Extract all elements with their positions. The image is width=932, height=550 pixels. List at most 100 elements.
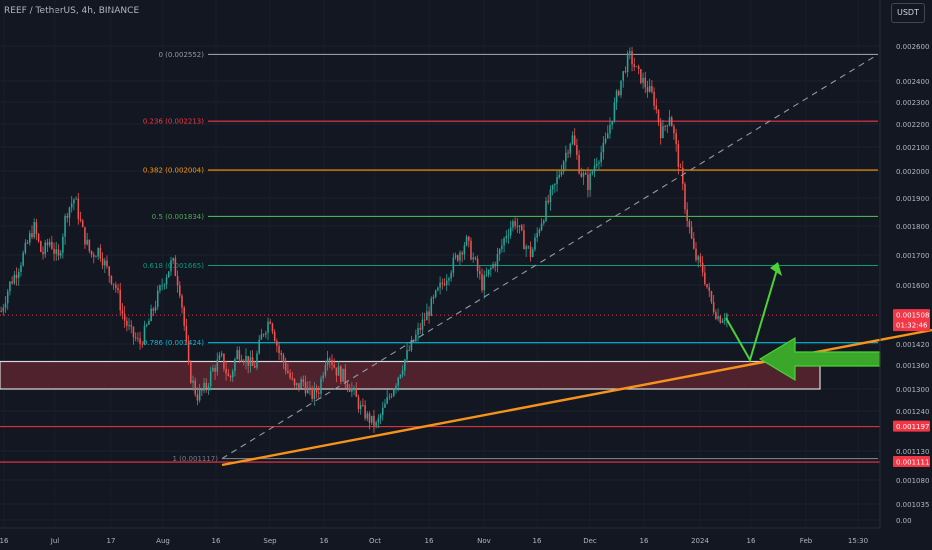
candle-body	[620, 80, 622, 96]
candle-body	[81, 220, 84, 228]
candle-body	[501, 245, 503, 250]
candle-body	[377, 418, 380, 423]
candle-body	[44, 242, 46, 255]
candle-body	[150, 308, 152, 322]
candle-body	[642, 77, 644, 83]
candle-body	[234, 359, 236, 372]
candle-body	[340, 366, 342, 382]
y-tick-label: 0.001130	[896, 448, 929, 456]
candle-body	[55, 249, 58, 254]
candle-body	[695, 248, 697, 260]
candle-body	[415, 334, 417, 342]
candle-body	[684, 184, 686, 210]
fib-label-0: 0 (0.002552)	[158, 51, 204, 59]
candle-body	[560, 171, 563, 175]
candle-body	[203, 382, 205, 391]
candle-body	[679, 166, 682, 168]
candle-body	[443, 283, 446, 286]
candle-body	[216, 359, 219, 372]
x-tick-label: Sep	[263, 537, 277, 545]
y-axis: 0.002600 0.002400 0.002300 0.002200 0.002100…	[879, 0, 929, 528]
support-zone	[0, 360, 821, 390]
candle-body	[139, 338, 141, 344]
candle-body	[335, 367, 338, 376]
candle-body	[693, 238, 695, 249]
candle-body	[492, 264, 494, 269]
candle-body	[20, 265, 22, 272]
candle-body	[306, 387, 309, 394]
y-tick-label: 0.001700	[896, 252, 929, 260]
candle-body	[187, 340, 190, 362]
y-tick-label: 0.001035	[896, 501, 929, 509]
x-tick-label: 16	[640, 537, 649, 545]
candle-body	[434, 290, 437, 297]
candle-body	[229, 375, 232, 378]
candle-body	[121, 310, 124, 314]
candle-body	[218, 355, 221, 360]
candle-body	[126, 320, 128, 326]
candle-body	[295, 383, 298, 386]
candle-body	[481, 274, 483, 291]
candle-body	[479, 271, 481, 275]
candle-body	[587, 174, 589, 190]
currency-button[interactable]: USDT	[891, 3, 925, 23]
candle-body	[112, 283, 115, 285]
candle-body	[640, 69, 642, 83]
candle-body	[410, 339, 413, 351]
candle-body	[379, 415, 382, 419]
candle-body	[430, 298, 433, 316]
candle-body	[629, 51, 631, 54]
candle-body	[130, 325, 133, 327]
x-tick-label: 16	[212, 537, 221, 545]
candle-body	[432, 296, 435, 299]
candle-body	[677, 143, 680, 167]
price-tags: 0.001508 01:32:46 0.001197 0.001111	[893, 309, 930, 468]
y-tick-label: 0.001900	[896, 195, 929, 203]
candle-body	[300, 379, 302, 389]
candle-body	[337, 366, 340, 376]
candle-body	[366, 413, 369, 419]
candle-body	[534, 237, 536, 250]
candle-body	[4, 303, 7, 308]
candle-body	[172, 258, 174, 261]
candle-body	[404, 359, 406, 371]
candle-body	[697, 256, 699, 260]
candle-body	[726, 314, 728, 320]
candle-body	[225, 368, 227, 374]
y-tick-label: 0.001300	[896, 386, 929, 394]
candle-body	[227, 373, 230, 376]
price-tag-2-bg	[893, 456, 930, 468]
candle-body	[97, 247, 99, 257]
candle-body	[490, 268, 492, 270]
candle-body	[24, 242, 27, 253]
candle-body	[373, 415, 375, 426]
candle-body	[70, 203, 73, 208]
candle-body	[710, 291, 713, 302]
candle-body	[529, 246, 532, 257]
candle-body	[554, 183, 556, 186]
candle-body	[576, 145, 578, 155]
fib-label-0.786: 0.786 (0.001424)	[143, 339, 204, 347]
candle-body	[582, 172, 585, 177]
candle-body	[161, 285, 163, 287]
candle-body	[315, 387, 318, 393]
candle-body	[33, 222, 35, 238]
candle-body	[450, 272, 452, 279]
candle-body	[626, 53, 629, 73]
candle-body	[15, 274, 18, 278]
candle-body	[0, 311, 2, 313]
candle-body	[483, 275, 486, 291]
candle-body	[406, 350, 408, 360]
candle-body	[141, 343, 144, 345]
candle-body	[231, 371, 234, 378]
candle-body	[503, 238, 505, 246]
x-tick-label: 17	[107, 537, 116, 545]
candle-body	[538, 229, 541, 234]
support-trendline	[221, 328, 932, 467]
x-tick-label: Jul	[50, 537, 60, 545]
x-tick-label: Aug	[156, 537, 170, 545]
candle-body	[465, 236, 468, 246]
candle-body	[26, 242, 29, 244]
candle-body	[134, 337, 137, 339]
